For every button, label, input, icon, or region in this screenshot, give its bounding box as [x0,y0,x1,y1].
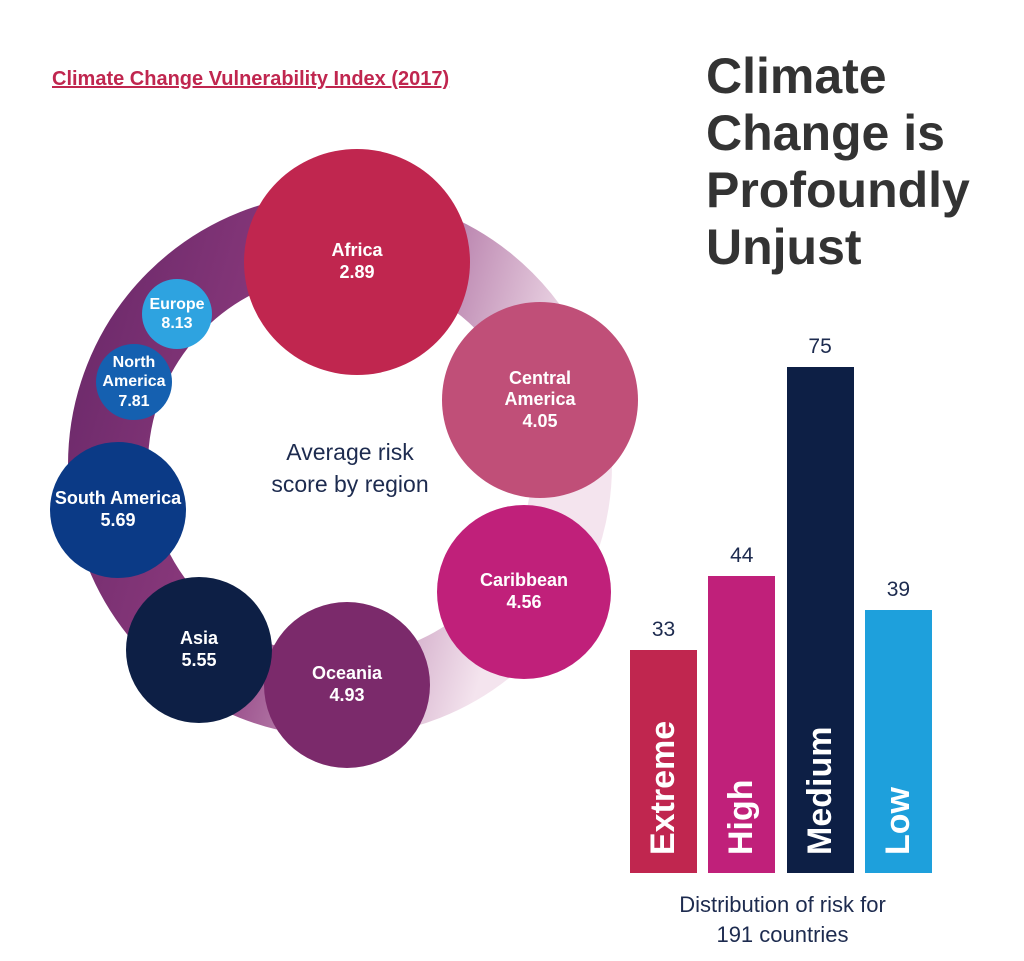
headline: Climate Change is Profoundly Unjust [706,48,970,275]
region-name: Oceania [311,663,383,684]
bar-category: Extreme [644,720,682,855]
chart-title: Climate Change Vulnerability Index (2017… [52,68,450,90]
bar [864,609,932,873]
region-name: Caribbean [479,570,569,591]
region-name: Africa [331,240,383,261]
region-name: Asia [179,628,219,649]
bubble: North America 7.81 [96,344,172,420]
region-value: 2.89 [339,262,375,282]
bubble-label: North America 7.81 [96,353,172,411]
bubble: South America 5.69 [50,442,186,578]
bar-value: 75 [808,334,832,358]
region-name: South America [54,488,182,509]
center-label: Average risk score by region [271,439,429,497]
bubble-label: Asia 5.55 [134,628,264,671]
bar [786,366,854,873]
x-axis-label: Distribution of risk for 191 countries [679,892,886,947]
bar-category: High [722,779,761,855]
region-value: 4.93 [329,685,365,705]
region-name: North America [102,354,166,391]
bar-value: 39 [886,577,911,601]
bubble: Asia 5.55 [126,577,272,723]
bubble-label: South America 5.69 [53,488,183,531]
bubble: Oceania 4.93 [264,602,430,768]
region-value: 8.13 [161,315,193,332]
region-value: 4.56 [506,592,542,612]
bubble: Caribbean 4.56 [437,505,611,679]
bar-category: Low [878,787,917,855]
region-name: Central America [504,367,576,410]
region-value: 4.05 [522,410,558,431]
bar [708,576,776,873]
bubble-label: Africa 2.89 [292,240,422,283]
region-name: Europe [149,295,205,313]
bubble: Africa 2.89 [244,149,470,375]
bubble-label: Europe 8.13 [142,295,212,333]
bubble-label: Oceania 4.93 [282,663,412,706]
bubble-label: Caribbean 4.56 [459,570,589,613]
region-value: 5.55 [181,650,217,670]
bubble: Central America 4.05 [442,302,638,498]
bar-value: 33 [651,618,676,642]
bar-category: Medium [800,726,839,855]
bubble: Europe 8.13 [142,279,212,349]
bar [630,650,697,873]
region-value: 7.81 [118,392,150,410]
bar-value: 44 [730,544,754,567]
bubble-label: Central America 4.05 [475,368,605,433]
region-value: 5.69 [100,510,136,530]
